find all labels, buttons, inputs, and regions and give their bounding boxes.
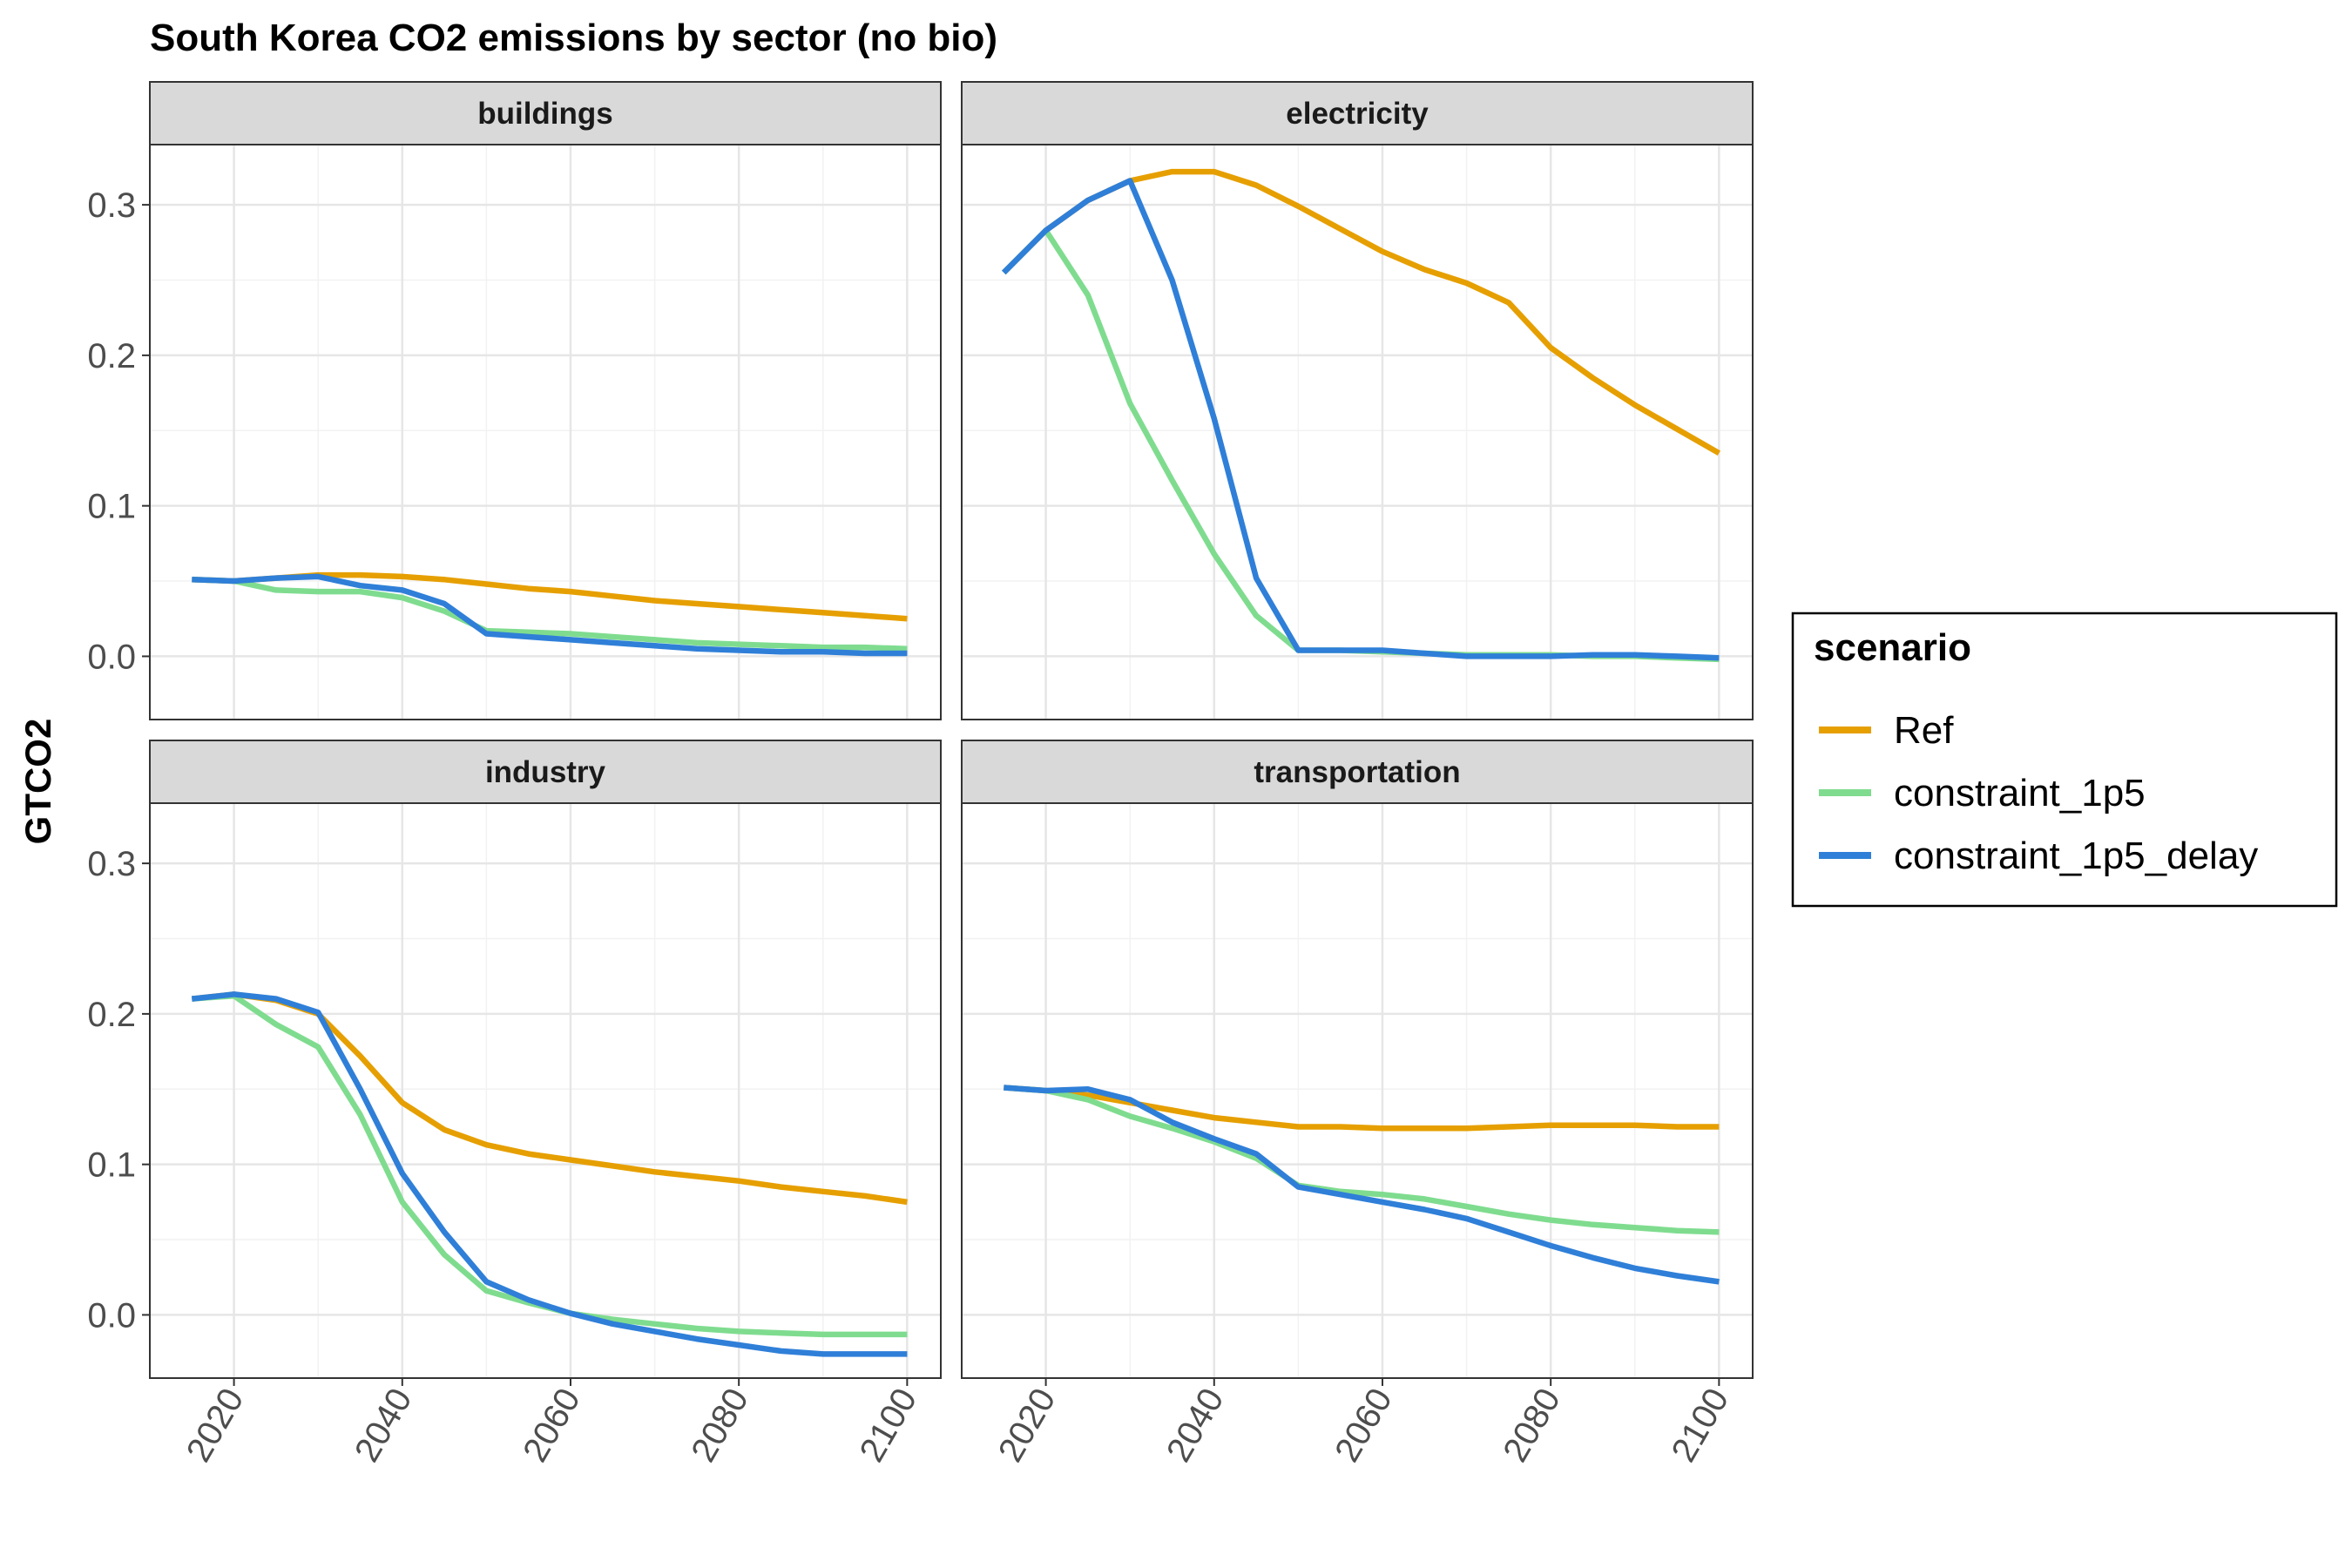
x-tick-label: 2060: [1328, 1382, 1400, 1469]
panel-border: [149, 144, 942, 720]
facet-strip: [149, 740, 942, 804]
facet-buildings: buildings 0.0 0.1 0.2 0.3: [87, 81, 942, 720]
legend: scenario Ref constraint_1p5 constraint_1p5_…: [1791, 612, 2338, 908]
series-lines: [191, 991, 908, 1357]
legend-box: [1791, 612, 2338, 908]
facet-strip-label: transportation: [1254, 755, 1460, 789]
gridlines: [150, 803, 941, 1378]
panel-border: [961, 802, 1754, 1379]
y-axis-label: GTCO2: [17, 719, 58, 845]
facet-electricity: electricity: [961, 81, 1754, 720]
legend-label-Ref: Ref: [1894, 709, 1954, 752]
x-tick-label: 2020: [991, 1382, 1064, 1469]
x-tick-label: 2040: [1159, 1382, 1232, 1469]
y-tick-label: 0.2: [87, 996, 136, 1034]
legend-label-constraint_1p5_delay: constraint_1p5_delay: [1894, 835, 2258, 877]
y-tick-label: 0.0: [87, 638, 136, 676]
facet-transportation: transportation 2020 2040 2060 2080 2100: [961, 740, 1754, 1469]
series-line-constraint_1p5: [1004, 1085, 1720, 1235]
facet-strip: [961, 740, 1754, 804]
facet-strip-label: industry: [485, 755, 606, 789]
facet-strip-label: electricity: [1286, 97, 1429, 131]
legend-title: scenario: [1814, 626, 1971, 669]
x-tick-label: 2040: [348, 1382, 420, 1469]
y-tick-label: 0.3: [87, 845, 136, 883]
x-tick-label: 2080: [684, 1382, 756, 1469]
facet-strip: [149, 81, 942, 145]
gridlines: [150, 145, 941, 720]
series-line-constraint_1p5_delay: [191, 991, 908, 1357]
facet-panels: buildings 0.0 0.1 0.2 0.3 electricity industry…: [87, 81, 1754, 1469]
series-lines: [1001, 168, 1721, 663]
series-line-constraint_1p5_delay: [1001, 178, 1720, 661]
x-tick-label: 2020: [179, 1382, 252, 1469]
panel-background: [150, 145, 941, 720]
x-tick-label: 2100: [853, 1382, 925, 1469]
panel-border: [149, 802, 942, 1379]
gridlines: [962, 145, 1753, 720]
y-tick-label: 0.0: [87, 1296, 136, 1335]
x-tick-label: 2080: [1496, 1382, 1568, 1469]
series-line-constraint_1p5: [192, 577, 908, 652]
series-line-Ref: [1004, 1085, 1720, 1132]
y-tick-label: 0.2: [87, 337, 136, 375]
chart-title: South Korea CO2 emissions by sector (no …: [150, 17, 997, 59]
facet-strip-label: buildings: [477, 97, 613, 131]
x-tick-label: 2100: [1665, 1382, 1737, 1469]
y-tick-label: 0.1: [87, 1146, 136, 1185]
panel-background: [962, 145, 1753, 720]
panel-border: [961, 144, 1754, 720]
series-lines: [192, 571, 908, 657]
y-tick-label: 0.3: [87, 186, 136, 225]
facet-industry: industry 0.0 0.1 0.2 0.3 2020 2040 2060 2080 2100: [87, 740, 942, 1469]
series-line-constraint_1p5_delay: [192, 573, 908, 657]
x-tick-label: 2060: [516, 1382, 588, 1469]
y-tick-label: 0.1: [87, 488, 136, 526]
facet-strip: [961, 81, 1754, 145]
series-line-constraint_1p5_delay: [1004, 1085, 1720, 1285]
panel-background: [150, 803, 941, 1378]
series-lines: [1004, 1085, 1720, 1285]
legend-label-constraint_1p5: constraint_1p5: [1894, 772, 2146, 814]
